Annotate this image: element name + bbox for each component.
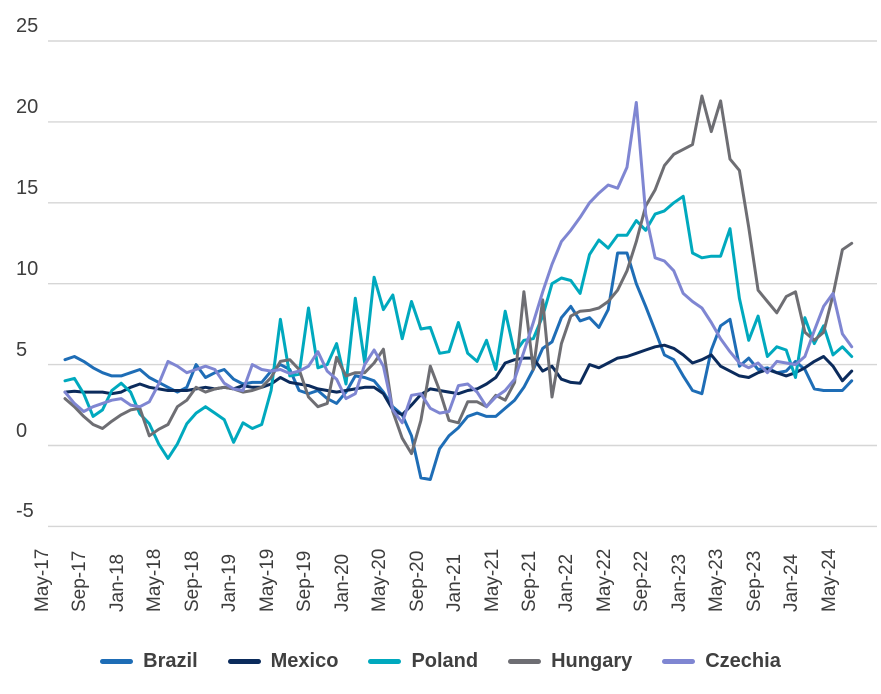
y-tick-label: 10 [16, 257, 39, 280]
legend-swatch-hungary [508, 658, 542, 664]
x-tick-label: Sep-22 [631, 550, 653, 612]
y-tick-label: 0 [16, 419, 28, 442]
x-tick-label: Sep-23 [743, 550, 765, 612]
legend-swatch-czechia [662, 658, 696, 664]
y-tick-label: 25 [16, 15, 39, 37]
y-tick-label: 20 [16, 95, 39, 118]
y-tick-label: -5 [16, 500, 34, 523]
x-tick-label: Jan-21 [444, 553, 466, 612]
x-tick-label: Jan-23 [668, 553, 690, 612]
y-tick-label: 15 [16, 176, 39, 199]
legend-label-brazil: Brazil [143, 649, 198, 672]
x-tick-label: Sep-18 [181, 550, 203, 612]
y-tick-label: 5 [16, 338, 28, 361]
x-tick-label: Sep-19 [294, 550, 316, 612]
series-line-czechia [63, 101, 854, 425]
x-tick-label: May-17 [32, 548, 53, 612]
legend-swatch-poland [368, 658, 402, 664]
legend-swatch-brazil [100, 658, 134, 664]
legend-item-brazil: Brazil [100, 649, 198, 673]
legend-item-mexico: Mexico [227, 649, 339, 673]
x-tick-label: May-22 [593, 548, 615, 612]
x-tick-label: May-18 [144, 548, 166, 612]
series-lines [63, 94, 854, 481]
x-tick-label: May-20 [369, 548, 391, 612]
legend-label-czechia: Czechia [705, 649, 781, 672]
series-line-brazil [63, 251, 854, 481]
x-tick-label: May-23 [706, 548, 728, 612]
x-tick-label: Jan-20 [331, 553, 353, 612]
chart-legend: Brazil Mexico Poland Hungary Czechia [0, 644, 881, 678]
gridlines [48, 40, 877, 528]
legend-label-mexico: Mexico [270, 649, 339, 672]
x-tick-label: May-21 [481, 548, 503, 612]
legend-item-czechia: Czechia [662, 650, 781, 673]
legend-label-poland: Poland [411, 649, 479, 672]
x-tick-label: May-24 [818, 548, 840, 612]
legend-swatch-mexico [227, 658, 261, 664]
x-tick-label: Jan-18 [106, 553, 128, 612]
x-tick-label: Jan-22 [556, 553, 578, 612]
legend-label-hungary: Hungary [551, 649, 633, 672]
x-tick-label: Sep-20 [406, 550, 428, 612]
series-line-hungary [63, 94, 854, 456]
x-tick-label: Jan-24 [781, 553, 803, 612]
legend-item-hungary: Hungary [508, 650, 632, 673]
legend-item-poland: Poland [368, 650, 478, 673]
x-tick-label: May-19 [256, 548, 278, 612]
x-tick-label: Sep-17 [69, 550, 91, 612]
x-tick-label: Jan-19 [219, 553, 241, 612]
x-tick-label: Sep-21 [519, 550, 541, 612]
series-line-poland [63, 194, 854, 460]
